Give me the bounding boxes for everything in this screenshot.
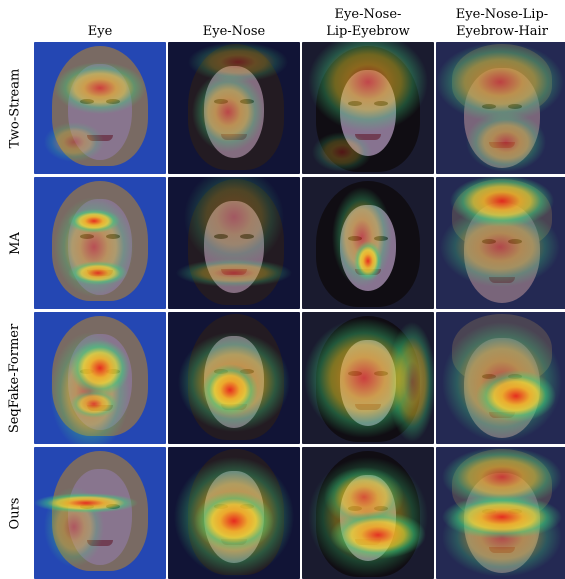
row-label-ours: Ours — [0, 447, 30, 579]
attention-heat-overlay — [168, 177, 300, 309]
heatmap-ma-eye-nose-lip-eyebrow — [302, 177, 434, 309]
attention-heat-overlay — [436, 312, 565, 444]
attention-heat-overlay — [436, 42, 565, 174]
heatmap-ma-eye-nose — [168, 177, 300, 309]
column-header-eye-nose-lip-eyebrow-hair: Eye-Nose-Lip- Eyebrow-Hair — [436, 0, 565, 40]
column-header-line1: Eye — [87, 24, 113, 39]
heatmap-ours-eye-nose-lip-eyebrow-hair — [436, 447, 565, 579]
heatmap-ma-eye — [34, 177, 166, 309]
row-label-two-stream: Two-Stream — [0, 42, 30, 174]
column-header-line1: Eye-Nose — [202, 24, 266, 39]
heatmap-two-stream-eye-nose-lip-eyebrow-hair — [436, 42, 565, 174]
attention-heat-overlay — [436, 447, 565, 579]
heatmap-two-stream-eye — [34, 42, 166, 174]
attention-heat-overlay — [302, 177, 434, 309]
attention-heat-overlay — [168, 312, 300, 444]
attention-heat-overlay — [436, 177, 565, 309]
attention-heat-overlay — [34, 42, 166, 174]
attention-heat-overlay — [34, 312, 166, 444]
heatmap-ours-eye-nose-lip-eyebrow — [302, 447, 434, 579]
column-header-eye-nose: Eye-Nose — [168, 0, 300, 40]
heatmap-ma-eye-nose-lip-eyebrow-hair — [436, 177, 565, 309]
column-header-line2: Lip-Eyebrow — [326, 24, 410, 39]
heatmap-two-stream-eye-nose-lip-eyebrow — [302, 42, 434, 174]
column-header-eye-nose-lip-eyebrow: Eye-Nose- Lip-Eyebrow — [302, 0, 434, 40]
attention-heat-overlay — [168, 42, 300, 174]
heatmap-seqfake-former-eye-nose-lip-eyebrow — [302, 312, 434, 444]
attention-heat-overlay — [34, 177, 166, 309]
row-label-text: SeqFake-Former — [7, 323, 23, 433]
attention-overlay-base — [168, 177, 300, 309]
row-label-text: Two-Stream — [7, 68, 23, 148]
attention-heat-overlay — [168, 447, 300, 579]
row-label-text: Ours — [7, 497, 23, 529]
row-label-text: MA — [7, 231, 23, 255]
attention-heat-overlay — [302, 447, 434, 579]
heatmap-two-stream-eye-nose — [168, 42, 300, 174]
attention-heat-overlay — [302, 42, 434, 174]
heatmap-seqfake-former-eye-nose — [168, 312, 300, 444]
heatmap-seqfake-former-eye — [34, 312, 166, 444]
heatmap-ours-eye-nose — [168, 447, 300, 579]
column-header-line1: Eye-Nose-Lip- — [455, 7, 549, 22]
heatmap-seqfake-former-eye-nose-lip-eyebrow-hair — [436, 312, 565, 444]
column-header-line1: Eye-Nose- — [334, 7, 402, 22]
row-label-ma: MA — [0, 177, 30, 309]
heatmap-ours-eye — [34, 447, 166, 579]
attention-heat-overlay — [34, 447, 166, 579]
column-header-line2: Eyebrow-Hair — [456, 24, 548, 39]
attention-heat-overlay — [302, 312, 434, 444]
row-label-seqfake-former: SeqFake-Former — [0, 312, 30, 444]
column-header-eye: Eye — [34, 0, 166, 40]
